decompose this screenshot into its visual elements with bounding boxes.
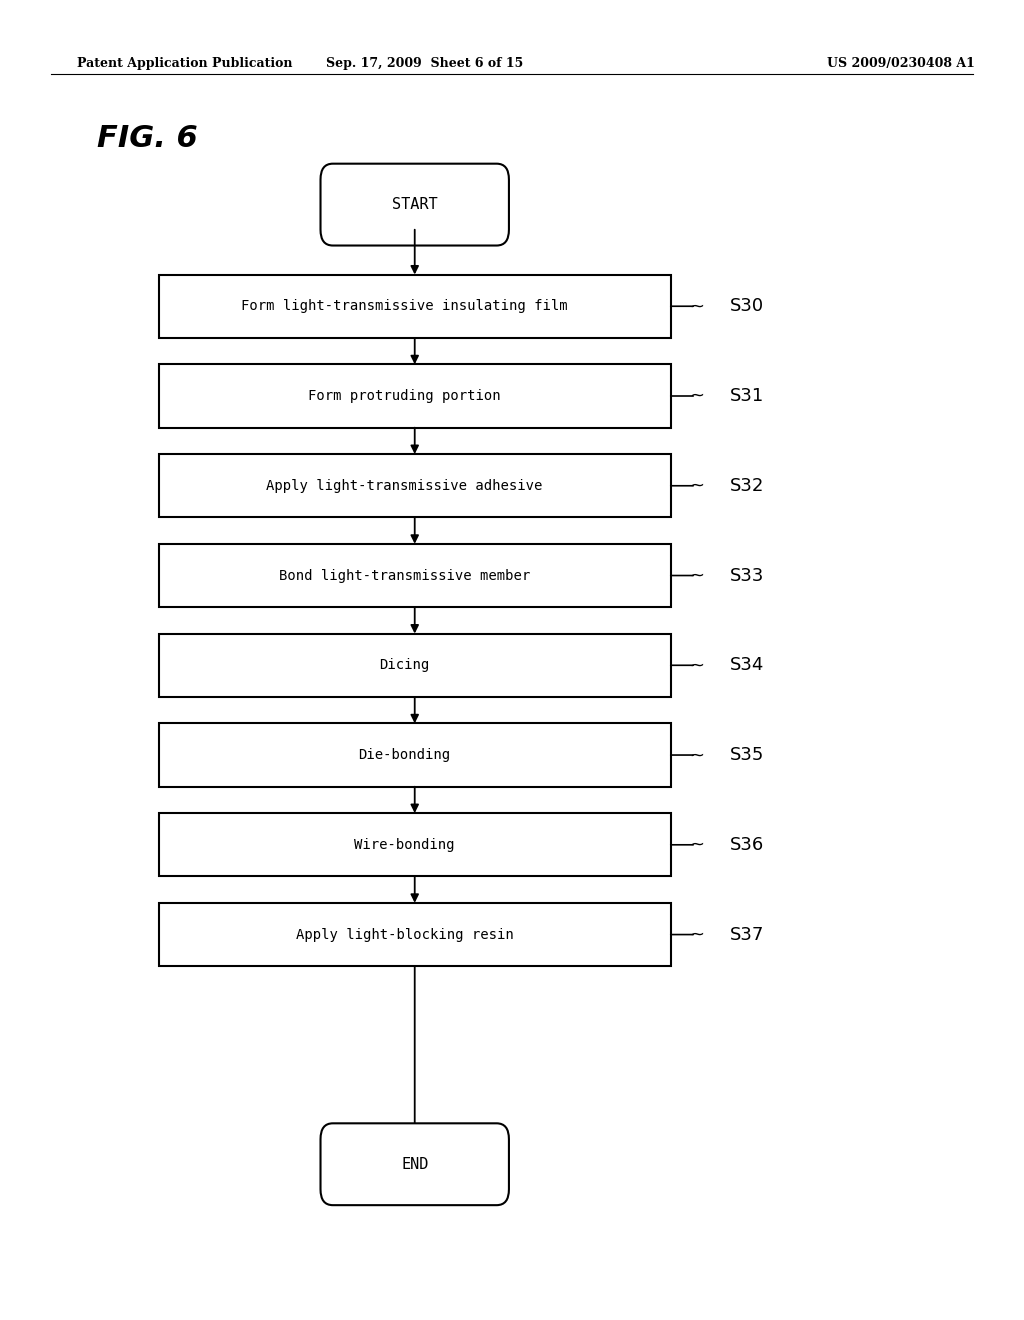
Text: ~: ~ [689,746,705,764]
Bar [159,364,671,428]
Bar [159,723,671,787]
Text: ~: ~ [689,297,705,315]
Text: Patent Application Publication: Patent Application Publication [77,57,292,70]
Bar [159,903,671,966]
Text: END: END [401,1156,428,1172]
Text: Die-bonding: Die-bonding [358,748,451,762]
Text: S35: S35 [730,746,765,764]
Text: S30: S30 [730,297,764,315]
Text: S33: S33 [730,566,765,585]
Text: ~: ~ [689,477,705,495]
Text: Form protruding portion: Form protruding portion [308,389,501,403]
Text: Apply light-transmissive adhesive: Apply light-transmissive adhesive [266,479,543,492]
Text: S32: S32 [730,477,765,495]
Bar [159,813,671,876]
Text: S31: S31 [730,387,764,405]
Text: S36: S36 [730,836,764,854]
Text: Sep. 17, 2009  Sheet 6 of 15: Sep. 17, 2009 Sheet 6 of 15 [327,57,523,70]
FancyBboxPatch shape [321,164,509,246]
Text: ~: ~ [689,387,705,405]
Text: US 2009/0230408 A1: US 2009/0230408 A1 [827,57,975,70]
Text: ~: ~ [689,656,705,675]
Text: Apply light-blocking resin: Apply light-blocking resin [296,928,513,941]
Bar [159,454,671,517]
Text: Form light-transmissive insulating film: Form light-transmissive insulating film [242,300,567,313]
Text: START: START [392,197,437,213]
Text: ~: ~ [689,566,705,585]
Bar [159,544,671,607]
Text: Wire-bonding: Wire-bonding [354,838,455,851]
Text: FIG. 6: FIG. 6 [97,124,198,153]
Text: Dicing: Dicing [379,659,430,672]
Text: ~: ~ [689,925,705,944]
FancyBboxPatch shape [321,1123,509,1205]
Bar [159,275,671,338]
Text: ~: ~ [689,836,705,854]
Bar [159,634,671,697]
Text: Bond light-transmissive member: Bond light-transmissive member [279,569,530,582]
Text: S34: S34 [730,656,765,675]
Text: S37: S37 [730,925,765,944]
